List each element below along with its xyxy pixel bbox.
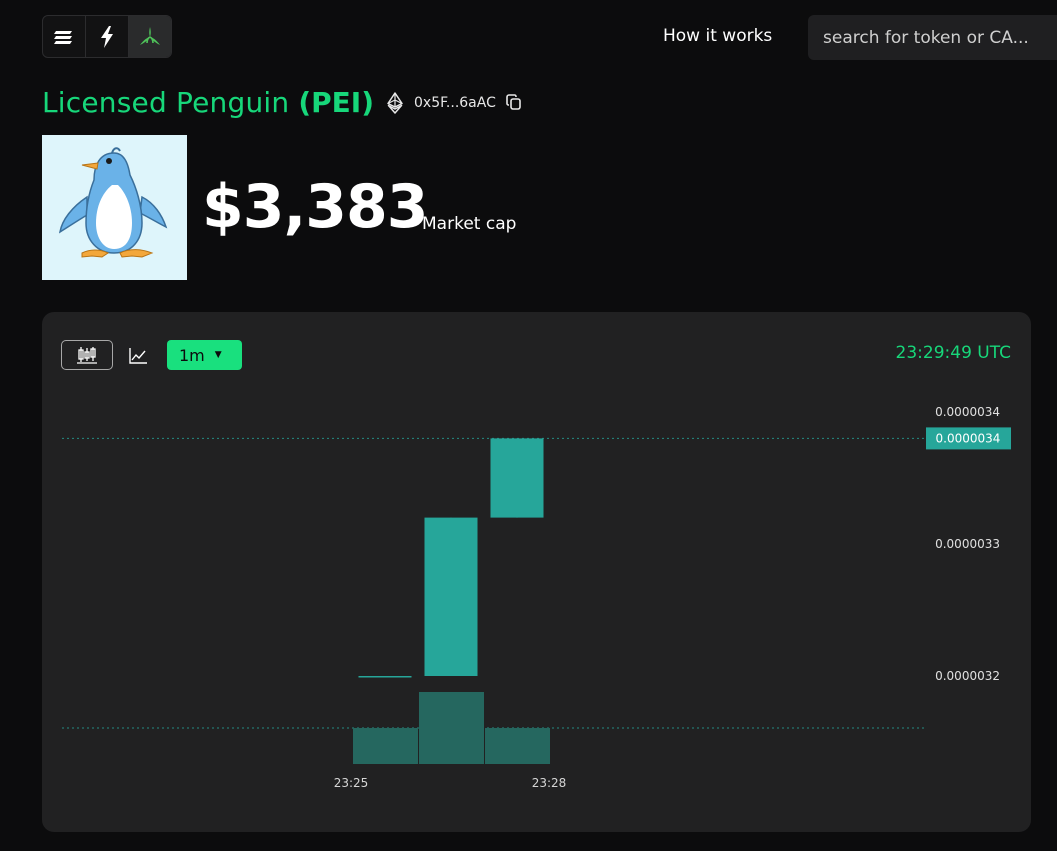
line-chart-icon — [129, 348, 147, 364]
candlestick-icon — [77, 347, 97, 364]
lightning-icon — [101, 25, 113, 48]
stack-icon — [54, 30, 72, 44]
candle-body — [490, 438, 544, 518]
contract-address: 0x5F...6aAC — [414, 94, 496, 111]
how-it-works-link[interactable]: How it works — [663, 26, 773, 46]
last-price-tag — [926, 427, 1011, 450]
candlestick-chart[interactable]: 0.0000034 0.0000033 0.0000032 0.0000034 23:2… — [42, 312, 1031, 832]
token-header: Licensed Penguin (PEI) 0x5F...6aAC — [42, 86, 522, 119]
chevron-down-icon: ▼ — [214, 350, 222, 360]
candlestick-chart-button[interactable] — [61, 340, 113, 370]
chart-panel: 0.0000034 0.0000033 0.0000032 0.0000034 23:2… — [42, 312, 1031, 832]
volume-bar — [419, 692, 484, 764]
tri-blade-icon — [140, 26, 160, 45]
token-symbol: (PEI) — [298, 86, 375, 119]
interval-label: 1m — [179, 345, 205, 365]
stack-view-button[interactable] — [43, 16, 86, 57]
y-tick-label: 0.0000034 — [935, 405, 1000, 419]
token-name: Licensed Penguin — [42, 86, 290, 119]
penguin-icon — [58, 147, 168, 258]
interval-dropdown[interactable]: 1m ▼ — [167, 340, 242, 370]
line-chart-button[interactable] — [126, 344, 150, 368]
token-image — [42, 135, 187, 280]
candle-body — [358, 676, 412, 678]
utc-clock: 23:29:49 UTC — [895, 343, 1011, 363]
candle-body — [424, 517, 478, 676]
view-toggle-group — [42, 15, 172, 58]
tri-blade-view-button[interactable] — [129, 16, 171, 57]
lightning-view-button[interactable] — [86, 16, 129, 57]
y-tick-label: 0.0000032 — [935, 669, 1000, 683]
search-input[interactable] — [808, 15, 1057, 60]
x-tick-label: 23:25 — [334, 776, 369, 790]
copy-icon[interactable] — [506, 94, 522, 111]
market-cap-label: Market cap — [422, 214, 517, 234]
y-tick-label: 0.0000033 — [935, 537, 1000, 551]
market-cap-value: $3,383 — [202, 172, 429, 242]
x-tick-label: 23:28 — [532, 776, 567, 790]
volume-bar — [353, 728, 418, 764]
last-price-label: 0.0000034 — [936, 431, 1001, 445]
volume-bar — [485, 728, 550, 764]
ethereum-icon — [386, 91, 404, 114]
